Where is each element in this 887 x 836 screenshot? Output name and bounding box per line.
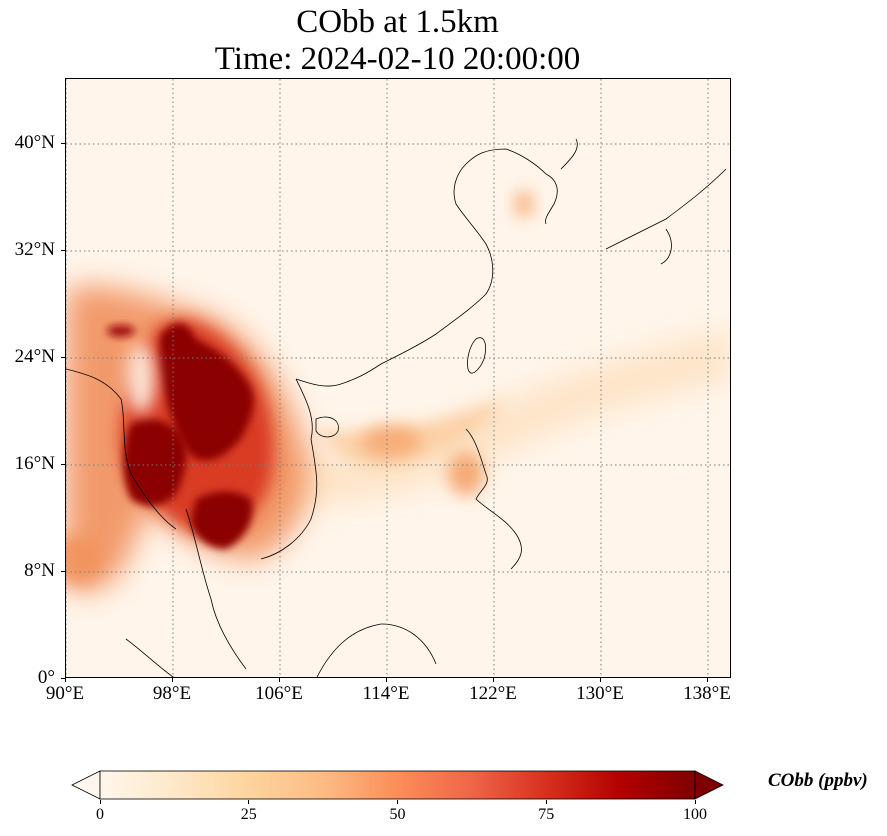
colorbar-tick-mark	[248, 800, 250, 804]
y-tick-label: 8°N	[24, 560, 55, 581]
y-tick-mark	[61, 570, 65, 572]
coastline-myanmar	[66, 368, 177, 530]
y-tick-mark	[61, 249, 65, 251]
x-tick-label: 114°E	[362, 683, 410, 704]
colorbar-tick-mark	[397, 800, 398, 804]
y-tick-mark	[61, 677, 65, 679]
coastline-malay-peninsula	[185, 508, 247, 670]
x-tick-mark	[278, 678, 280, 682]
coastline-china-mainland	[295, 148, 547, 387]
x-tick-mark	[492, 678, 494, 682]
colorbar-label: CObb (ppbv)	[768, 770, 868, 791]
y-tick-label: 40°N	[14, 132, 55, 153]
x-tick-label: 122°E	[469, 683, 517, 704]
plume-seasia-core-north	[158, 323, 254, 461]
y-tick-mark	[61, 463, 65, 465]
coastlines	[66, 138, 727, 677]
chart-title-line2: Time: 2024-02-10 20:00:00	[214, 41, 581, 77]
x-tick-mark	[171, 678, 173, 682]
plume-myanmar-north	[107, 325, 135, 337]
coastline-taiwan	[467, 337, 486, 374]
x-tick-mark	[64, 678, 66, 682]
colorbar-tick-label: 50	[389, 806, 406, 823]
colorbar-extend-low	[71, 770, 101, 800]
plume-spot-luzon	[448, 452, 484, 496]
y-tick-label: 32°N	[14, 239, 55, 260]
colorbar-tick-mark	[545, 800, 547, 804]
plume-band-outer	[196, 329, 730, 507]
colorbar-tick-label: 100	[683, 806, 707, 823]
x-tick-mark	[385, 678, 387, 682]
plume-west-bengal	[66, 534, 101, 584]
colorbar-tick-mark	[99, 800, 101, 804]
plume-spot-korea	[514, 190, 534, 218]
colorbar-gradient	[99, 770, 696, 800]
coastline-vietnam	[260, 378, 318, 560]
x-tick-label: 98°E	[152, 683, 192, 704]
coastline-borneo	[316, 623, 437, 677]
plume-cambodia-core	[191, 491, 253, 549]
plume-clear-gap	[126, 344, 156, 414]
concentration-field	[66, 190, 730, 592]
map-canvas	[66, 79, 730, 677]
colorbar-tick-label: 0	[96, 806, 104, 823]
coastline-sumatra	[125, 638, 174, 677]
y-tick-label: 16°N	[14, 453, 55, 474]
y-tick-mark	[61, 356, 65, 358]
y-tick-label: 24°N	[14, 346, 55, 367]
x-tick-label: 138°E	[683, 683, 731, 704]
coastline-philippines	[465, 428, 522, 570]
map-panel	[65, 78, 731, 678]
colorbar-tick-mark	[694, 800, 696, 804]
plume-spot-scs	[361, 425, 421, 457]
coastline-hainan	[315, 416, 339, 438]
colorbar-tick-label: 25	[240, 806, 257, 823]
chart-title-line1: CObb at 1.5km	[296, 4, 499, 40]
gridlines	[66, 79, 730, 677]
colorbar-tick-label: 75	[538, 806, 555, 823]
x-tick-label: 106°E	[255, 683, 303, 704]
y-tick-mark	[61, 142, 65, 144]
x-tick-label: 130°E	[576, 683, 624, 704]
y-tick-label: 0°	[37, 667, 55, 688]
plume-seasia-core-south	[123, 418, 187, 506]
x-tick-mark	[599, 678, 601, 682]
colorbar-svg	[71, 770, 724, 800]
colorbar-extend-high	[694, 770, 724, 800]
x-tick-label: 90°E	[45, 683, 85, 704]
coastline-japan	[605, 168, 727, 265]
colorbar	[70, 770, 725, 800]
coastline-korea	[545, 138, 578, 225]
x-tick-mark	[706, 678, 708, 682]
